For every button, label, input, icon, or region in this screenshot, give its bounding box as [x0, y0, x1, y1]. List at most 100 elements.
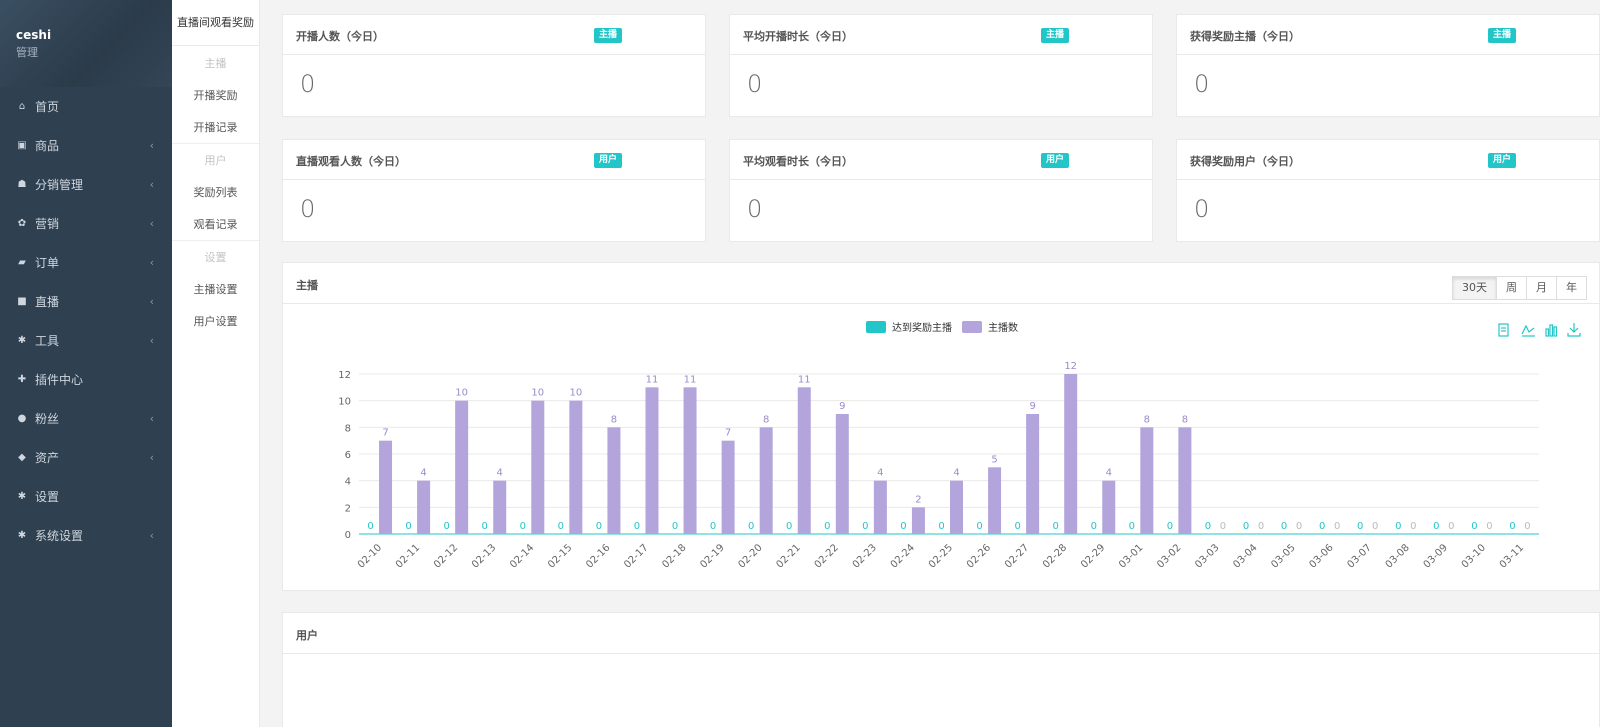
legend-label: 达到奖励主播: [892, 321, 952, 334]
x-tick-label: 02-19: [698, 542, 726, 570]
x-tick-label: 02-24: [889, 542, 917, 570]
stat-card-badge: 主播: [594, 28, 623, 43]
chevron-left-icon: ‹: [149, 334, 154, 347]
data-label-reward-anchors: 0: [748, 521, 754, 532]
nav-item[interactable]: ⌂ 首页: [0, 87, 172, 126]
nav-item-label: 首页: [35, 100, 60, 114]
data-label-reward-anchors: 0: [672, 521, 678, 532]
stat-card-badge: 用户: [1488, 153, 1517, 168]
data-label-anchor-count: 4: [420, 468, 426, 479]
data-label-reward-anchors: 0: [1319, 521, 1325, 532]
data-label-anchor-count: 0: [1296, 521, 1302, 532]
bar-anchor-count: [759, 427, 773, 534]
data-view-icon[interactable]: [1498, 323, 1509, 337]
bar-anchor-count: [1102, 480, 1116, 534]
range-button[interactable]: 周: [1496, 276, 1527, 300]
data-label-anchor-count: 0: [1372, 521, 1378, 532]
data-label-anchor-count: 11: [798, 374, 811, 385]
data-label-reward-anchors: 0: [558, 521, 564, 532]
nav-item[interactable]: ■ 直播 ‹: [0, 282, 172, 321]
x-tick-label: 02-29: [1079, 542, 1107, 570]
data-label-reward-anchors: 0: [443, 521, 449, 532]
range-selector: 30天周月年: [1452, 276, 1587, 300]
bar-anchor-count: [1140, 427, 1154, 534]
line-chart-icon-shape: [1521, 324, 1535, 335]
line-chart-icon[interactable]: [1521, 324, 1535, 337]
data-label-reward-anchors: 0: [367, 521, 373, 532]
video-icon: ■: [17, 296, 27, 307]
data-label-reward-anchors: 0: [900, 521, 906, 532]
data-label-reward-anchors: 0: [1357, 521, 1363, 532]
x-tick-label: 03-05: [1269, 542, 1297, 570]
data-label-anchor-count: 0: [1334, 521, 1340, 532]
range-button[interactable]: 30天: [1452, 276, 1497, 300]
data-label-reward-anchors: 0: [1053, 521, 1059, 532]
nav-item[interactable]: ▣ 商品 ‹: [0, 126, 172, 165]
nav-item-label: 工具: [35, 334, 60, 348]
data-label-reward-anchors: 0: [1243, 521, 1249, 532]
subnav-item[interactable]: 开播记录: [193, 121, 238, 134]
x-tick-label: 02-13: [470, 542, 498, 570]
stat-card-label: 直播观看人数（今日）: [296, 155, 406, 168]
data-label-anchor-count: 0: [1524, 521, 1530, 532]
bar-chart-icon[interactable]: [1545, 324, 1558, 337]
nav-item[interactable]: ▰ 订单 ‹: [0, 243, 172, 282]
stat-card-value: 0: [747, 70, 763, 98]
system-settings-icon: ✱: [17, 530, 27, 541]
x-tick-label: 02-23: [851, 542, 879, 570]
nav-item[interactable]: ☗ 分销管理 ‹: [0, 165, 172, 204]
tool-icon: ✱: [17, 335, 27, 346]
nav-item-label: 粉丝: [35, 412, 60, 426]
x-tick-label: 02-26: [965, 542, 993, 570]
x-tick-label: 03-01: [1117, 542, 1145, 570]
data-label-reward-anchors: 0: [520, 521, 526, 532]
subnav-item[interactable]: 用户设置: [193, 315, 238, 328]
x-tick-label: 02-28: [1041, 542, 1069, 570]
data-view-icon-shape: [1498, 323, 1509, 337]
bar-anchor-count: [1026, 414, 1040, 534]
data-label-anchor-count: 0: [1410, 521, 1416, 532]
nav-item[interactable]: ✚ 插件中心: [0, 360, 172, 399]
data-label-anchor-count: 11: [646, 374, 659, 385]
subnav-item[interactable]: 奖励列表: [193, 186, 238, 199]
chart-toolbox: [1498, 323, 1581, 337]
subnav-item[interactable]: 主播设置: [193, 283, 238, 296]
data-label-reward-anchors: 0: [1433, 521, 1439, 532]
nav-item[interactable]: ◆ 资产 ‹: [0, 438, 172, 477]
bar-anchor-count: [797, 387, 811, 534]
nav-item[interactable]: ✱ 工具 ‹: [0, 321, 172, 360]
bar-anchor-count: [455, 400, 469, 534]
nav-item-label: 设置: [35, 490, 60, 504]
range-button[interactable]: 年: [1556, 276, 1587, 300]
stat-card: 获得奖励主播（今日） 主播 0: [1176, 14, 1600, 117]
nav-item[interactable]: ● 粉丝 ‹: [0, 399, 172, 438]
profile-area[interactable]: ceshi 管理: [0, 0, 172, 87]
data-label-reward-anchors: 0: [786, 521, 792, 532]
x-tick-label: 02-25: [927, 542, 955, 570]
data-label-anchor-count: 0: [1486, 521, 1492, 532]
nav-item-label: 商品: [35, 139, 60, 153]
stat-card-label: 获得奖励用户（今日）: [1190, 155, 1300, 168]
stat-card-value: 0: [1194, 195, 1210, 223]
data-label-reward-anchors: 0: [634, 521, 640, 532]
bar-anchor-count: [493, 480, 507, 534]
nav-item[interactable]: ✱ 系统设置 ‹: [0, 516, 172, 555]
x-tick-label: 03-02: [1155, 542, 1183, 570]
main-nav: ⌂ 首页 ▣ 商品 ‹ ☗ 分销管理 ‹ ✿ 营销 ‹ ▰ 订单 ‹ ■ 直播 ‹ ✱ 工具 ‹ ✚ 插件中心 ● 粉丝 ‹ ◆ 资…: [0, 87, 172, 555]
sub-nav: 直播间观看奖励 主播 开播奖励 开播记录 用户 奖励列表 观看记录 设置 主播设置 用户设置: [172, 0, 260, 727]
data-label-anchor-count: 7: [725, 428, 731, 439]
x-tick-label: 02-14: [508, 542, 536, 570]
range-button[interactable]: 月: [1526, 276, 1557, 300]
subnav-item[interactable]: 观看记录: [193, 218, 238, 231]
y-tick-label: 4: [345, 477, 351, 488]
subnav-item[interactable]: 开播奖励: [193, 89, 238, 102]
data-label-reward-anchors: 0: [710, 521, 716, 532]
data-label-anchor-count: 4: [497, 468, 503, 479]
download-icon[interactable]: [1567, 323, 1581, 337]
nav-item[interactable]: ✿ 营销 ‹: [0, 204, 172, 243]
data-label-anchor-count: 8: [1182, 414, 1188, 425]
bar-anchor-count: [988, 467, 1002, 534]
nav-item[interactable]: ✱ 设置: [0, 477, 172, 516]
main-sidebar: ceshi 管理 ⌂ 首页 ▣ 商品 ‹ ☗ 分销管理 ‹ ✿ 营销 ‹ ▰ 订单 ‹ ■ 直播 ‹ ✱ 工具 ‹ ✚ 插…: [0, 0, 172, 727]
product-icon: ▣: [17, 140, 27, 151]
